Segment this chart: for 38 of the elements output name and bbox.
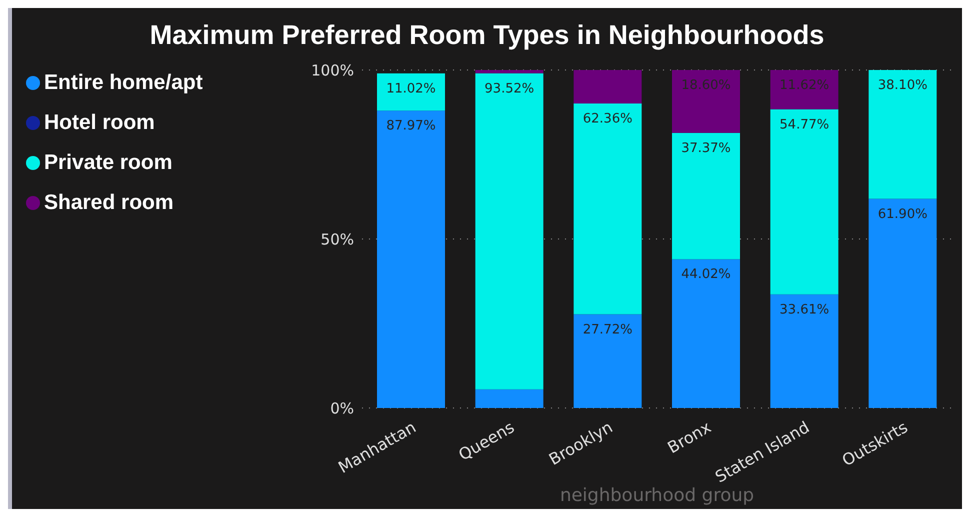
data-label: 62.36% bbox=[582, 112, 632, 127]
bar bbox=[475, 389, 544, 408]
legend-label: Private room bbox=[44, 151, 172, 175]
legend-label: Shared room bbox=[44, 191, 174, 215]
data-label: 11.02% bbox=[386, 81, 436, 96]
data-label: 27.72% bbox=[582, 322, 632, 338]
data-label: 54.77% bbox=[780, 117, 830, 132]
bar bbox=[475, 70, 544, 74]
chart-title: Maximum Preferred Room Types in Neighbourhoods bbox=[148, 20, 826, 51]
bar bbox=[377, 110, 445, 408]
data-label: 38.10% bbox=[878, 78, 928, 93]
bar bbox=[574, 104, 642, 314]
data-label: 11.62% bbox=[780, 78, 830, 93]
data-label: 93.52% bbox=[484, 81, 534, 96]
bar bbox=[868, 198, 937, 408]
bar bbox=[770, 109, 838, 294]
y-tick-label: 0% bbox=[330, 399, 354, 418]
x-axis-title: neighbourhood group bbox=[560, 485, 754, 506]
data-label: 87.97% bbox=[386, 118, 436, 134]
bar bbox=[574, 70, 642, 104]
y-tick-label: 100% bbox=[311, 61, 354, 80]
legend-label: Hotel room bbox=[44, 111, 155, 135]
data-label: 61.90% bbox=[878, 206, 928, 222]
bar bbox=[770, 294, 838, 408]
bar bbox=[672, 70, 740, 133]
bar bbox=[377, 73, 445, 111]
bar bbox=[770, 70, 838, 110]
data-label: 44.02% bbox=[681, 267, 731, 282]
bar bbox=[672, 132, 740, 260]
data-label: 37.37% bbox=[681, 140, 731, 156]
bar bbox=[574, 314, 642, 408]
legend-label: Entire home/apt bbox=[44, 71, 203, 95]
data-label: 18.60% bbox=[681, 78, 731, 94]
bar bbox=[868, 70, 937, 199]
y-tick-label: 50% bbox=[320, 230, 354, 248]
data-label: 33.61% bbox=[780, 302, 830, 318]
bar bbox=[672, 259, 740, 408]
bar bbox=[475, 73, 544, 390]
